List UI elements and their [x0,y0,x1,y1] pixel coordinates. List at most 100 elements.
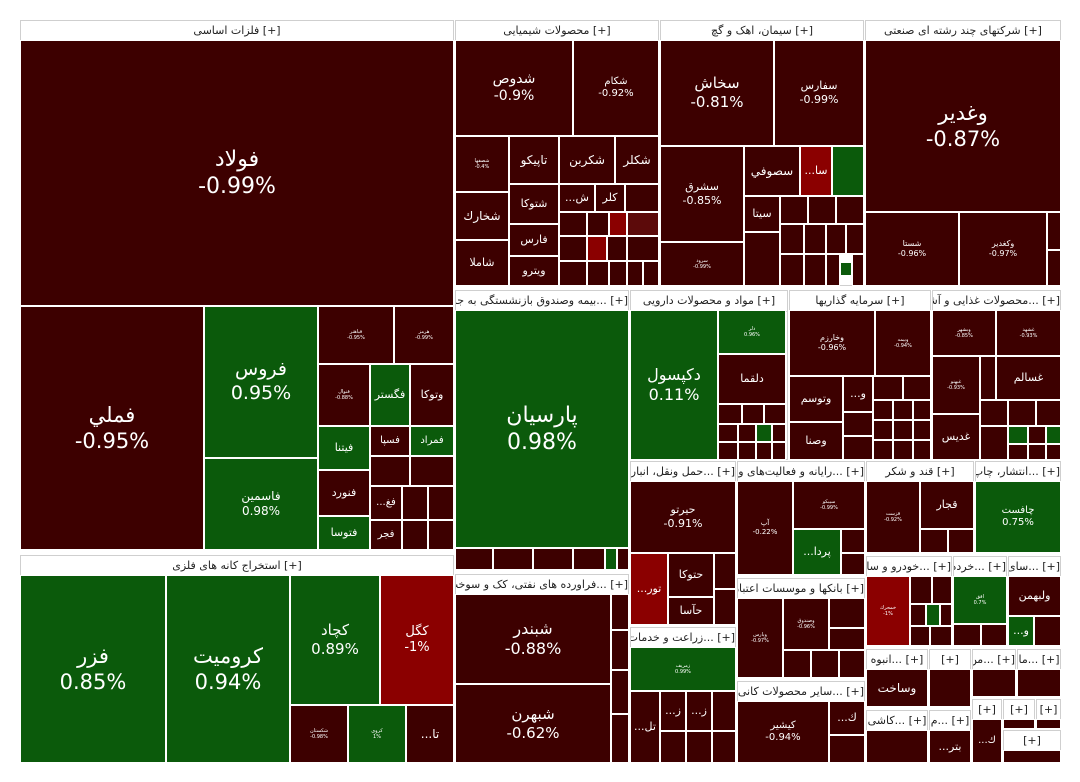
section-header[interactable]: [+] ...من [973,650,1015,671]
stock-tile[interactable]: ويترو [509,256,559,286]
stock-tile[interactable]: زمريف 0.99% [630,647,736,691]
stock-tile[interactable]: ولبهمن [1008,576,1061,616]
stock-tile[interactable]: شكربن [559,136,615,184]
stock-tile[interactable] [903,376,931,400]
stock-tile[interactable]: كروميت 0.94% [166,575,290,763]
stock-tile[interactable] [428,520,454,550]
stock-tile[interactable] [804,254,826,286]
stock-tile[interactable] [611,594,629,630]
stock-tile[interactable] [953,624,981,646]
stock-tile[interactable] [829,598,865,628]
stock-tile[interactable] [1008,426,1028,444]
stock-tile[interactable]: سيبكو -0.99% [793,481,865,529]
stock-tile[interactable]: وخارزم -0.96% [789,310,875,376]
stock-tile[interactable] [829,735,865,763]
stock-tile[interactable]: وساخت [866,669,928,707]
stock-tile[interactable] [910,604,926,626]
stock-tile[interactable] [841,529,865,553]
stock-tile[interactable] [772,424,786,442]
stock-tile[interactable] [756,424,772,442]
stock-tile[interactable] [843,412,873,436]
stock-tile[interactable] [1003,750,1061,763]
stock-tile[interactable] [617,548,629,570]
stock-tile[interactable] [929,669,971,707]
stock-tile[interactable] [829,628,865,650]
stock-tile[interactable]: شبندر -0.88% [455,594,611,684]
stock-tile[interactable] [839,650,865,678]
stock-tile[interactable]: وصنا [789,422,843,460]
stock-tile[interactable] [826,224,846,254]
stock-tile[interactable]: غشهد -0.93% [996,310,1061,356]
stock-tile[interactable]: فباهنر -0.95% [318,306,394,364]
section-header[interactable]: [+] ...زراعت و خدمات و [631,628,735,649]
stock-tile[interactable]: شكلر [615,136,659,184]
stock-tile[interactable] [627,236,659,261]
stock-tile[interactable]: كروی 1% [348,705,406,763]
stock-tile[interactable]: سصوفي [744,146,800,196]
stock-tile[interactable] [780,196,808,224]
stock-tile[interactable]: ...تا [406,705,454,763]
stock-tile[interactable]: وبشهر -0.85% [932,310,996,356]
stock-tile[interactable] [605,548,617,570]
stock-tile[interactable] [1046,444,1061,460]
section-header[interactable]: [+] [1037,700,1060,721]
stock-tile[interactable] [714,553,736,589]
stock-tile[interactable] [559,261,587,286]
stock-tile[interactable] [1028,444,1046,460]
stock-tile[interactable] [587,212,609,236]
stock-tile[interactable] [712,731,736,763]
section-header[interactable]: [+] ...کاشی [867,711,927,732]
stock-tile[interactable]: ...تل [630,691,660,763]
stock-tile[interactable]: تاپيكو [509,136,559,184]
section-header[interactable]: [+] ...محصولات غذایی و آشا [933,291,1060,312]
stock-tile[interactable]: شستا -0.96% [865,212,959,286]
section-header[interactable]: [+] ...ما [1018,650,1060,671]
section-header[interactable]: [+] [930,650,970,671]
stock-tile[interactable] [660,731,686,763]
stock-tile[interactable] [607,236,627,261]
stock-tile[interactable] [1003,719,1035,729]
stock-tile[interactable] [980,400,1008,426]
stock-tile[interactable] [811,650,839,678]
stock-tile[interactable] [873,420,893,440]
stock-tile[interactable]: فجر [370,520,402,550]
stock-tile[interactable]: ...فغ [370,486,402,520]
stock-tile[interactable] [972,669,1016,697]
section-header[interactable]: [+] ...انبوه [867,650,927,671]
stock-tile[interactable]: كچاد 0.89% [290,575,380,705]
stock-tile[interactable]: افق 0.7% [953,576,1007,624]
stock-tile[interactable]: دكپسول 0.11% [630,310,718,460]
stock-tile[interactable] [742,404,764,424]
stock-tile[interactable] [718,424,738,442]
stock-tile[interactable] [780,224,804,254]
stock-tile[interactable] [573,548,605,570]
stock-tile[interactable] [910,626,930,646]
stock-tile[interactable]: حتوكا [668,553,714,597]
stock-tile[interactable]: فتوسا [318,516,370,550]
stock-tile[interactable] [609,212,627,236]
stock-tile[interactable] [826,254,840,286]
stock-tile[interactable]: پارسيان 0.98% [455,310,629,548]
stock-tile[interactable]: ...بتر [929,730,971,763]
stock-tile[interactable] [873,376,903,400]
section-header[interactable]: [+] ...سایر محصولات کانی [738,682,864,703]
stock-tile[interactable]: هرمز -0.99% [394,306,454,364]
stock-tile[interactable]: آپ -0.22% [737,481,793,575]
stock-tile[interactable] [780,254,804,286]
stock-tile[interactable] [738,424,756,442]
stock-tile[interactable]: ...و [1008,616,1034,646]
stock-tile[interactable] [611,670,629,714]
stock-tile[interactable] [402,486,428,520]
section-header[interactable]: [+] سرمایه گذاریها [790,291,930,312]
stock-tile[interactable]: فولاد -0.99% [20,40,454,306]
stock-tile[interactable]: وغدير -0.87% [865,40,1061,212]
stock-tile[interactable] [718,442,738,460]
stock-tile[interactable]: فارس [509,224,559,256]
stock-tile[interactable]: سرود -0.99% [660,242,744,286]
stock-tile[interactable] [932,576,952,604]
stock-tile[interactable] [718,404,742,424]
stock-tile[interactable]: دلقما [718,354,786,404]
stock-tile[interactable] [1046,426,1061,444]
stock-tile[interactable]: كلر [595,184,625,212]
stock-tile[interactable] [893,440,913,460]
